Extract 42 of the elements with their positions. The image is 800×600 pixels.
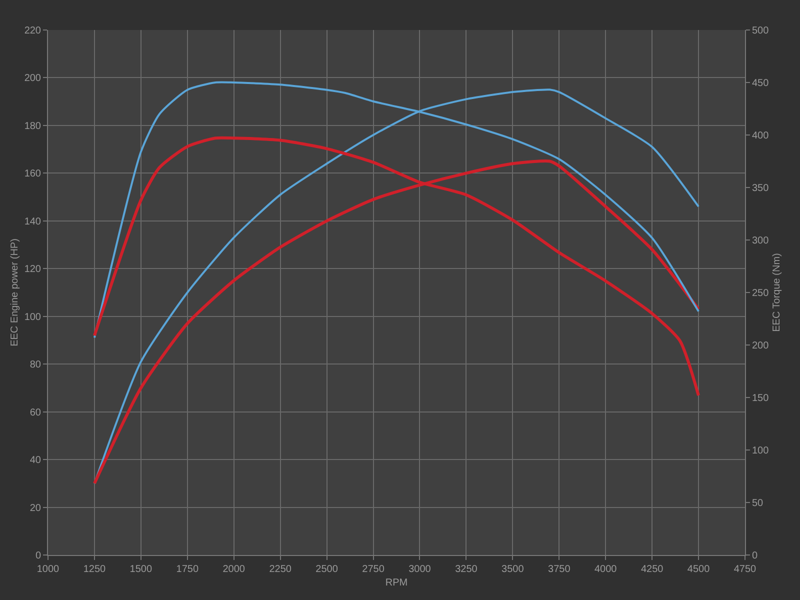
y-tick-label: 180: [24, 120, 42, 132]
x-tick-label: 1500: [130, 564, 152, 575]
x-tick-label: 4000: [594, 564, 618, 575]
y-tick-label: 0: [35, 550, 42, 562]
y-tick-label: 40: [30, 455, 42, 466]
y-tick-label: 20: [30, 502, 42, 514]
y2-tick-label: 450: [752, 78, 770, 89]
x-tick-label: 3750: [548, 564, 571, 575]
y2-tick-label: 150: [752, 393, 770, 404]
x-tick-label: 4250: [640, 564, 664, 575]
y2-tick-label: 250: [752, 288, 770, 299]
y2-tick-label: 200: [752, 340, 770, 352]
y-tick-label: 100: [24, 312, 42, 323]
x-tick-label: 3000: [408, 564, 432, 575]
y2-tick-label: 100: [752, 446, 770, 456]
x-tick-label: 2250: [269, 564, 292, 575]
x-tick-label: 3250: [455, 564, 478, 575]
x-tick-label: 1000: [36, 564, 60, 575]
x-tick-label: 2000: [222, 564, 246, 575]
x-tick-label: 1250: [83, 564, 106, 575]
y-tick-label: 200: [24, 73, 42, 84]
x-tick-label: 3500: [502, 564, 524, 575]
x-axis-title: RPM: [385, 578, 408, 588]
y-tick-label: 60: [30, 407, 42, 418]
y2-tick-label: 350: [752, 183, 770, 194]
y-axis-title: EEC Engine power (HP): [9, 238, 20, 346]
y-tick-label: 80: [30, 360, 42, 371]
y2-tick-label: 300: [752, 236, 770, 246]
y2-axis-title: EEC Torque (Nm): [772, 253, 783, 332]
y-tick-label: 120: [24, 264, 42, 276]
x-tick-label: 2750: [362, 564, 385, 575]
x-tick-label: 4750: [734, 564, 757, 575]
y-tick-label: 160: [24, 168, 42, 180]
x-tick-label: 4500: [687, 564, 710, 575]
y2-tick-label: 500: [752, 26, 770, 36]
y2-tick-label: 0: [752, 550, 758, 562]
x-tick-label: 1750: [176, 564, 199, 575]
y-tick-label: 220: [24, 26, 42, 36]
x-tick-label: 2500: [316, 564, 338, 575]
y-tick-label: 140: [24, 216, 42, 228]
y2-tick-label: 50: [752, 498, 764, 509]
y2-tick-label: 400: [752, 130, 770, 142]
